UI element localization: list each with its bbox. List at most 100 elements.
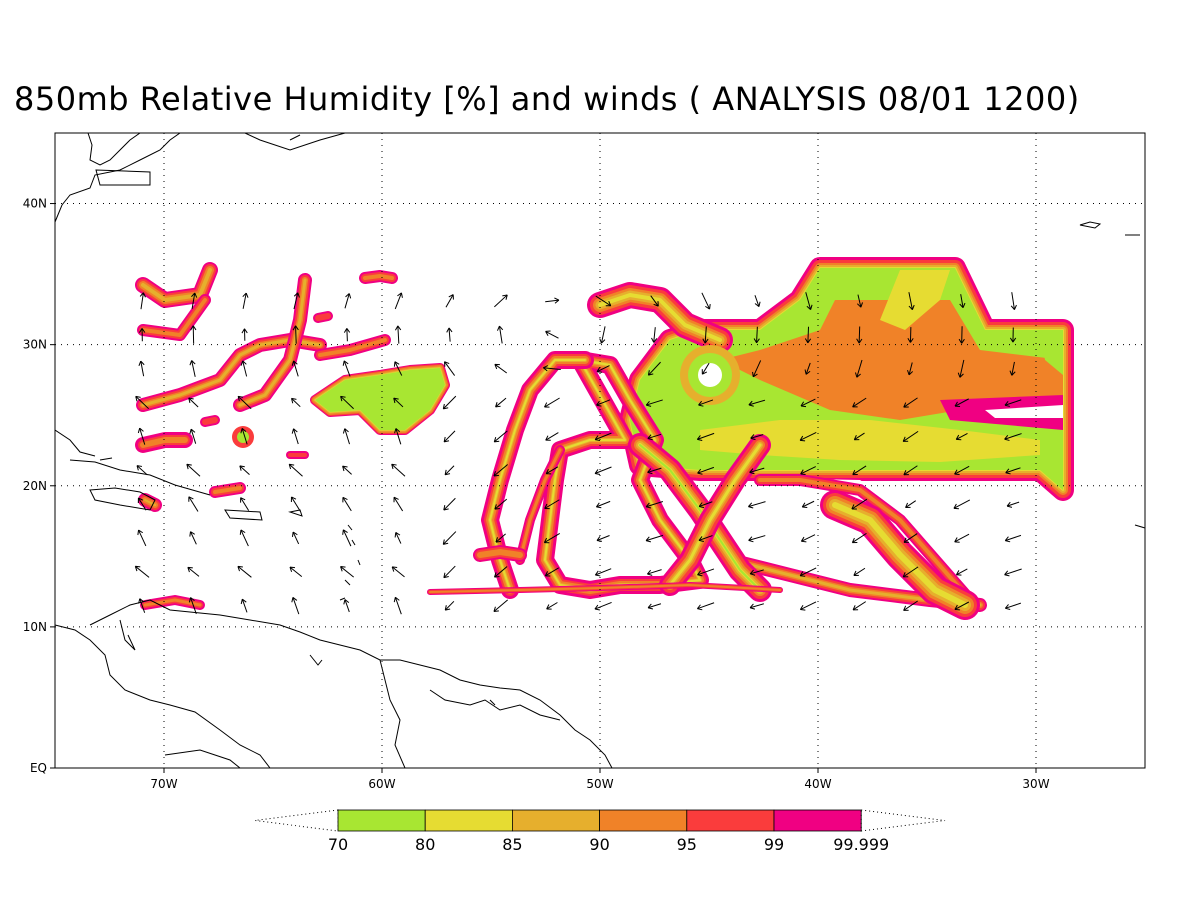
wind-arrow xyxy=(647,361,661,376)
wind-arrow xyxy=(754,295,761,307)
w-dot xyxy=(200,415,220,427)
cross-a xyxy=(628,433,772,602)
wind-arrow xyxy=(749,603,764,610)
colorbar-label: 90 xyxy=(589,835,609,854)
humidity-band xyxy=(213,486,242,494)
wind-arrow xyxy=(851,498,868,510)
wind-arrow xyxy=(237,395,252,410)
colorbar-swatch xyxy=(599,809,688,832)
wind-arrow xyxy=(495,397,507,408)
wind-arrow xyxy=(394,325,402,344)
wind-arrow xyxy=(1009,361,1016,376)
wind-arrow xyxy=(1004,534,1022,543)
wind-arrow xyxy=(443,497,456,511)
humidity-band xyxy=(141,268,212,302)
wind-arrow xyxy=(650,295,659,307)
wind-arrow xyxy=(954,533,970,543)
wind-arrow xyxy=(444,465,455,476)
wind-arrow xyxy=(753,326,760,344)
humidity-patch xyxy=(237,431,249,443)
sw-band-east xyxy=(820,490,980,620)
coastline-segment xyxy=(379,659,406,768)
wind-arrow xyxy=(493,464,508,477)
wind-arrow xyxy=(799,567,817,577)
lat-tick-label: 30N xyxy=(23,338,47,352)
wind-arrow xyxy=(1006,501,1020,508)
dry-hole xyxy=(698,363,722,387)
wind-arrow xyxy=(391,463,406,477)
wind-arrow xyxy=(239,529,249,547)
colorbar-label: 70 xyxy=(328,835,348,854)
humidity-band xyxy=(832,502,968,608)
wind-arrow xyxy=(545,432,559,441)
wind-arrow xyxy=(1004,399,1022,407)
wind-arrow xyxy=(241,328,248,341)
wind-arrow xyxy=(242,292,249,309)
wind-arrow xyxy=(187,566,200,577)
wind-arrow xyxy=(137,497,147,511)
humidity-band xyxy=(315,313,331,321)
wind-arrow xyxy=(137,427,146,445)
wind-arrow xyxy=(391,566,405,578)
wind-arrow xyxy=(494,363,508,374)
wind-arrow xyxy=(495,533,506,543)
w-wave-3 xyxy=(314,334,391,361)
wind-arrow xyxy=(189,360,196,377)
wind-arrow xyxy=(905,500,917,509)
humidity-band xyxy=(143,598,202,607)
coastline-segment xyxy=(89,487,156,511)
coastline-segment xyxy=(55,624,271,768)
wind-arrow xyxy=(902,430,919,442)
wind-arrow xyxy=(444,600,455,611)
wind-arrow xyxy=(852,465,867,476)
humidity-band xyxy=(598,293,722,342)
wind-vectors xyxy=(134,292,1022,615)
wind-arrow xyxy=(443,565,456,579)
wind-arrow xyxy=(750,434,764,441)
lat-tick-label: EQ xyxy=(30,761,47,775)
wind-arrow xyxy=(800,398,816,408)
wind-arrow xyxy=(542,365,561,372)
wind-arrow xyxy=(853,432,865,441)
wind-arrow xyxy=(903,533,918,543)
wind-arrow xyxy=(647,433,662,441)
latitude-labels: 40N 30N 20N 10N EQ xyxy=(23,197,55,775)
w-wave-2 xyxy=(233,273,312,412)
wind-arrow xyxy=(799,431,817,442)
wind-arrow xyxy=(139,292,146,310)
wind-arrow xyxy=(543,532,560,544)
wind-arrow xyxy=(496,325,504,344)
wind-arrow xyxy=(442,531,457,545)
wind-arrow xyxy=(1009,327,1017,343)
wind-arrow xyxy=(342,428,350,445)
w-hook-2 xyxy=(137,294,211,341)
wind-arrow xyxy=(340,566,354,578)
wind-arrow xyxy=(291,596,300,615)
wind-arrow xyxy=(645,399,663,407)
wind-arrow xyxy=(188,397,199,408)
wind-arrow xyxy=(902,566,919,578)
wind-arrow xyxy=(903,397,918,408)
south-rim xyxy=(754,474,976,606)
w-hook-1 xyxy=(135,262,218,308)
coastline-segment xyxy=(55,133,181,223)
wind-arrow xyxy=(955,432,968,441)
wind-arrow xyxy=(342,465,352,475)
wind-arrow xyxy=(954,465,970,476)
w-top-blob xyxy=(359,270,398,284)
colorbar-swatch xyxy=(773,809,862,832)
coastline-segment xyxy=(95,169,151,186)
longitude-labels: 70W 60W 50W 40W 30W xyxy=(150,768,1050,791)
wind-arrow xyxy=(288,463,303,477)
colorbar-label: 99 xyxy=(764,835,784,854)
coastline-segment xyxy=(164,749,241,768)
wind-arrow xyxy=(393,596,402,615)
wind-arrow xyxy=(394,532,402,544)
south-streak xyxy=(427,582,783,595)
humidity-band xyxy=(668,443,762,587)
colorbar-label: 85 xyxy=(502,835,522,854)
wind-arrow xyxy=(291,397,301,408)
wind-arrow xyxy=(138,360,145,377)
wind-arrow xyxy=(954,601,970,611)
wind-arrow xyxy=(342,529,352,547)
